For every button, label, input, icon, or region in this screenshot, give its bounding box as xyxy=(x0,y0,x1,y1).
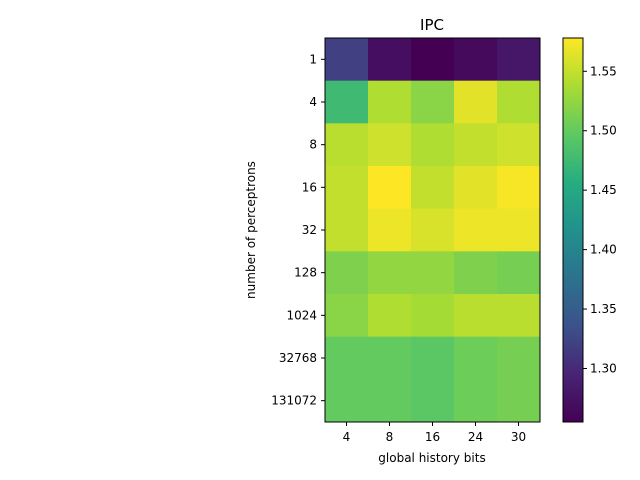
x-tick-label: 8 xyxy=(386,430,394,444)
y-tick-label: 1 xyxy=(309,52,317,66)
y-tick-label: 32 xyxy=(302,223,317,237)
colorbar-tick-label: 1.50 xyxy=(590,124,617,138)
heatmap-cell xyxy=(411,38,455,82)
heatmap-cell xyxy=(325,379,369,423)
heatmap-cell xyxy=(411,166,455,210)
heatmap-cell xyxy=(325,123,369,167)
heatmap-cell xyxy=(325,251,369,295)
heatmap-cell xyxy=(325,166,369,210)
heatmap-cell xyxy=(368,336,412,380)
heatmap-cell xyxy=(368,294,412,338)
colorbar xyxy=(562,37,584,423)
heatmap-cell xyxy=(368,379,412,423)
chart-title: IPC xyxy=(420,16,444,34)
heatmap-cell xyxy=(497,38,541,82)
heatmap-cell xyxy=(454,251,498,295)
heatmap-cell xyxy=(454,208,498,252)
heatmap-cell xyxy=(454,80,498,124)
heatmap-cell xyxy=(497,251,541,295)
x-tick-label: 24 xyxy=(468,430,483,444)
x-tick-label: 4 xyxy=(343,430,351,444)
heatmap-cell xyxy=(325,294,369,338)
heatmap-cells xyxy=(325,38,541,423)
heatmap-cell xyxy=(325,208,369,252)
colorbar-tick-label: 1.40 xyxy=(590,243,617,257)
x-tick-label: 16 xyxy=(425,430,440,444)
heatmap-cell xyxy=(411,208,455,252)
y-tick-label: 16 xyxy=(302,180,317,194)
heatmap-cell xyxy=(368,208,412,252)
heatmap-cell xyxy=(497,208,541,252)
x-tick-label: 30 xyxy=(511,430,526,444)
heatmap-cell xyxy=(497,123,541,167)
y-tick-label: 1024 xyxy=(286,308,317,322)
heatmap-cell xyxy=(497,166,541,210)
heatmap-cell xyxy=(454,379,498,423)
x-axis-ticks: 4 8 16 24 30 xyxy=(343,422,526,444)
heatmap-cell xyxy=(325,80,369,124)
colorbar-ticks: 1.30 1.35 1.40 1.45 1.50 1.55 xyxy=(583,64,617,376)
x-axis-label: global history bits xyxy=(378,451,485,465)
colorbar-tick-label: 1.55 xyxy=(590,64,617,78)
heatmap-cell xyxy=(454,38,498,82)
heatmap-cell xyxy=(454,336,498,380)
heatmap-cell xyxy=(411,251,455,295)
colorbar-tick-label: 1.30 xyxy=(590,362,617,376)
heatmap-cell xyxy=(368,38,412,82)
y-tick-label: 32768 xyxy=(279,351,317,365)
heatmap-cell xyxy=(497,80,541,124)
heatmap-cell xyxy=(454,166,498,210)
y-tick-label: 8 xyxy=(309,138,317,152)
colorbar-tick-label: 1.35 xyxy=(590,302,617,316)
heatmap-cell xyxy=(454,294,498,338)
y-axis-label: number of perceptrons xyxy=(244,161,258,299)
heatmap-cell xyxy=(497,294,541,338)
heatmap-cell xyxy=(325,336,369,380)
heatmap-cell xyxy=(368,80,412,124)
y-tick-label: 131072 xyxy=(271,394,317,408)
y-axis-ticks: 1 4 8 16 32 128 1024 32768 131072 xyxy=(271,52,325,408)
heatmap-cell xyxy=(411,379,455,423)
heatmap-cell xyxy=(411,80,455,124)
y-tick-label: 4 xyxy=(309,95,317,109)
heatmap-cell xyxy=(368,251,412,295)
heatmap-cell xyxy=(497,336,541,380)
heatmap-cell xyxy=(325,38,369,82)
heatmap-cell xyxy=(368,166,412,210)
heatmap-cell xyxy=(368,123,412,167)
colorbar-tick-label: 1.45 xyxy=(590,183,617,197)
y-tick-label: 128 xyxy=(294,266,317,280)
heatmap-cell xyxy=(411,294,455,338)
heatmap-cell xyxy=(411,336,455,380)
heatmap-cell xyxy=(411,123,455,167)
heatmap-cell xyxy=(497,379,541,423)
heatmap-cell xyxy=(454,123,498,167)
